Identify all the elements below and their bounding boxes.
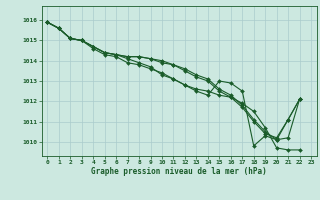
- X-axis label: Graphe pression niveau de la mer (hPa): Graphe pression niveau de la mer (hPa): [91, 167, 267, 176]
